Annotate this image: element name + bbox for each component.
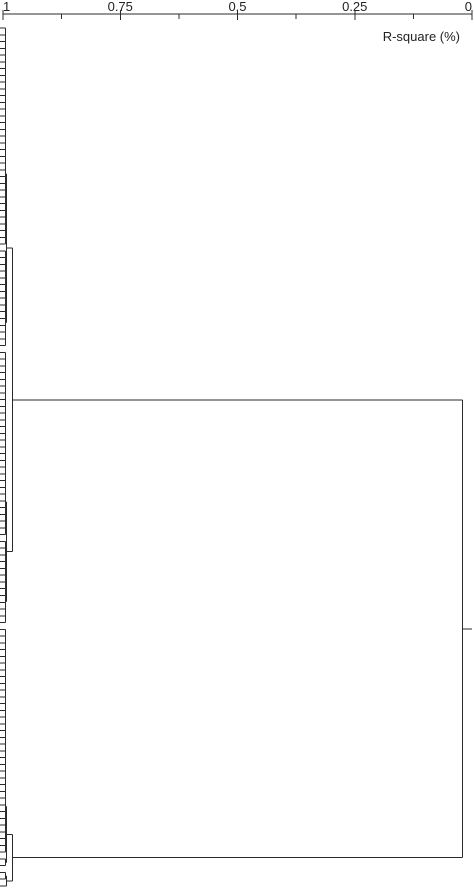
x-tick-label: 0.5	[228, 0, 246, 14]
x-tick-label: 1	[3, 0, 10, 14]
x-tick-label: 0.75	[108, 0, 133, 14]
x-axis: 1 0.75 0.5 0.25 0	[2, 0, 473, 20]
x-axis-title: R-square (%)	[383, 29, 460, 44]
x-tick-label: 0.25	[342, 0, 367, 14]
dendrogram-branches	[0, 27, 472, 887]
x-tick-label: 0	[465, 0, 472, 14]
